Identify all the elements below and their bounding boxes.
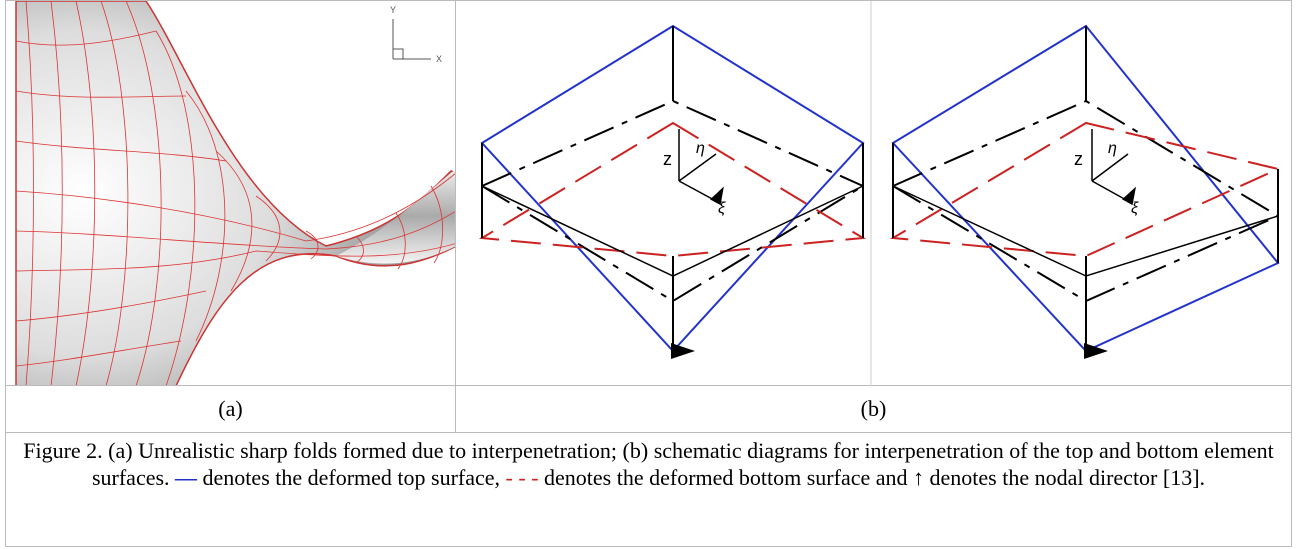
caption-text: denotes the deformed bottom surface and <box>544 465 908 490</box>
legend-director: ↑ <box>913 465 925 490</box>
surface <box>15 1 455 385</box>
axis-label-y: Y <box>390 5 396 15</box>
label-b: (b) <box>456 386 1291 433</box>
panel-b: z η ξ z η ξ <box>456 1 1291 386</box>
label-a: (a) <box>6 386 456 433</box>
axis-xi: ξ <box>718 200 726 217</box>
diagram-left <box>478 24 867 351</box>
figure: Y X z η ξ <box>5 0 1292 547</box>
axis-eta: η <box>696 140 705 157</box>
caption-text: denotes the deformed top surface, <box>202 465 501 490</box>
schematics: z η ξ z η ξ <box>478 1 1282 386</box>
axis-xi: ξ <box>1131 200 1139 217</box>
panel-a: Y X <box>6 1 456 386</box>
axis-z: z <box>663 149 672 169</box>
mesh <box>15 1 455 385</box>
caption-text: Figure 2. (a) Unrealistic sharp folds fo… <box>23 438 1274 490</box>
diagram-right <box>889 24 1282 351</box>
axis-triad <box>392 19 431 60</box>
legend-bottom: - - - <box>505 465 539 490</box>
surface-tip <box>336 169 455 264</box>
caption: Figure 2. (a) Unrealistic sharp folds fo… <box>6 433 1291 491</box>
caption-text: denotes the nodal director [13]. <box>929 465 1206 490</box>
axis-eta: η <box>1108 140 1117 157</box>
axis-z: z <box>1074 149 1083 169</box>
axis-label-x: X <box>436 54 442 64</box>
legend-top: — <box>175 465 198 490</box>
surface-image: Y X <box>15 1 455 385</box>
